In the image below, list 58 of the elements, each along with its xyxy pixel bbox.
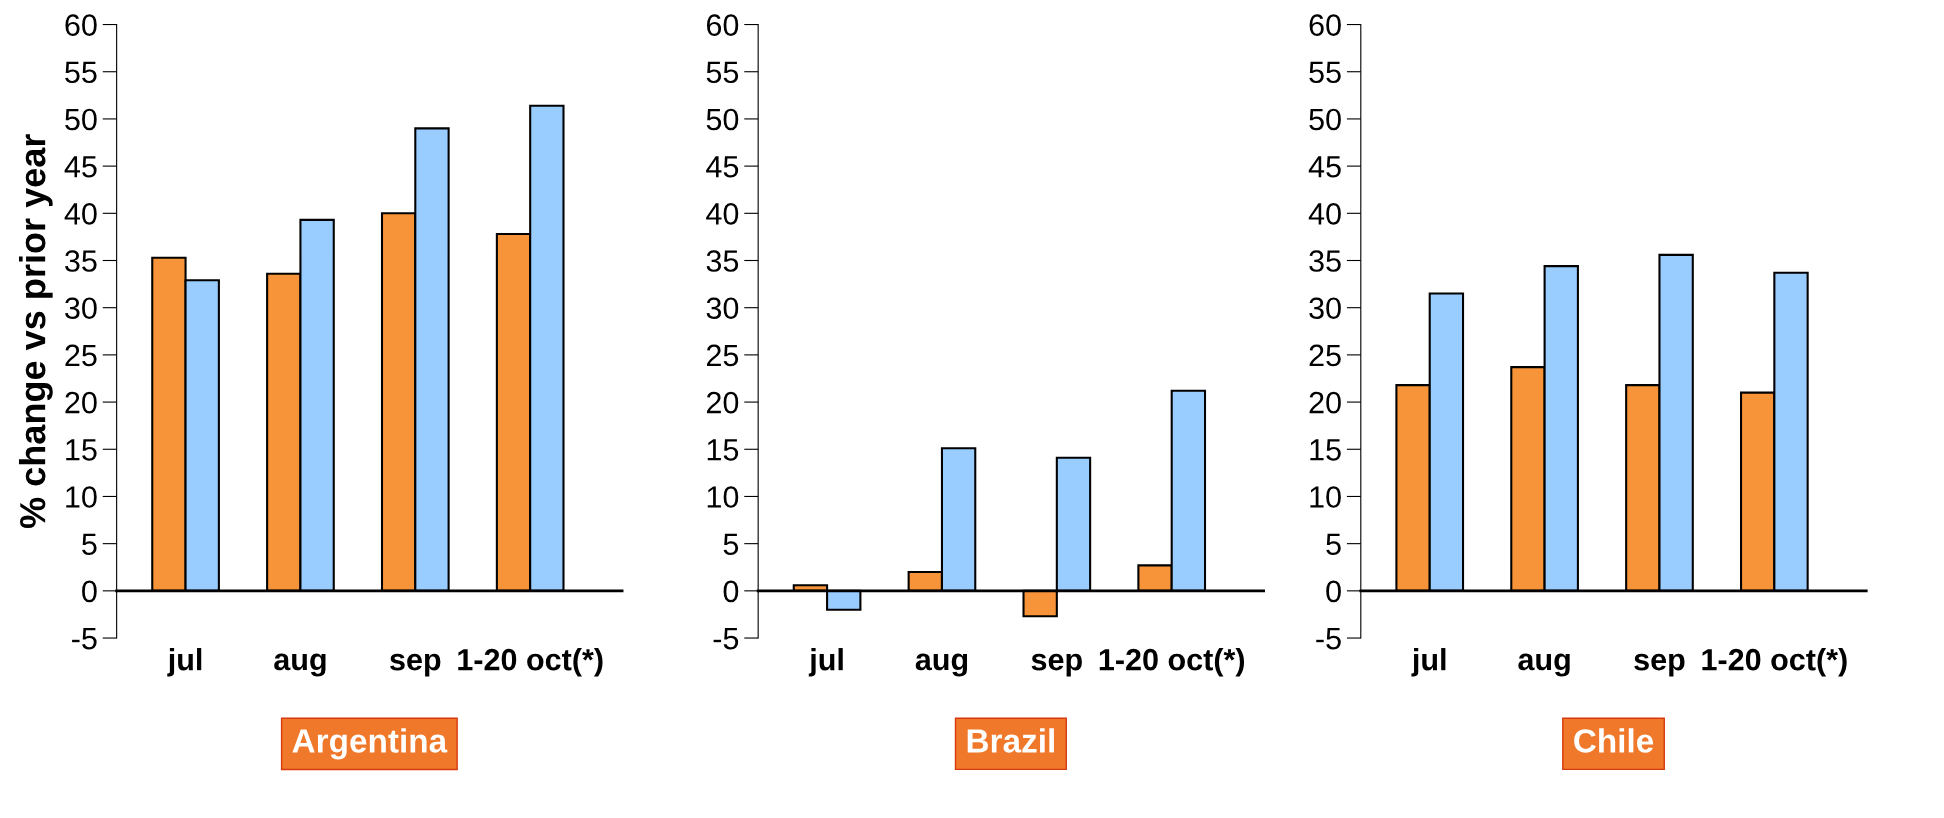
y-tick-label: 25 xyxy=(706,344,739,367)
y-tick-label: 20 xyxy=(1309,391,1341,414)
x-tick-label: jul xyxy=(1411,648,1446,677)
y-tick-label: 50 xyxy=(706,108,739,131)
y-tick-label: 60 xyxy=(706,14,739,36)
y-tick-label: 5 xyxy=(82,533,97,556)
y-tick-label: 60 xyxy=(1309,14,1341,36)
y-tick-label: 40 xyxy=(64,203,97,225)
y-tick-label: 35 xyxy=(1309,250,1341,272)
y-tick-label: 10 xyxy=(1310,486,1341,508)
y-tick-label: 5 xyxy=(723,533,739,556)
y-tick-label: 25 xyxy=(1309,344,1341,367)
x-tick-label: sep xyxy=(390,653,441,677)
x-tick-label: jul xyxy=(167,648,202,677)
x-tick-label: sep xyxy=(1031,653,1082,677)
y-tick-label: 45 xyxy=(706,156,739,178)
y-tick-label: 25 xyxy=(65,344,97,367)
x-tick-label: aug xyxy=(274,653,326,677)
y-tick-label: 15 xyxy=(66,439,97,461)
y-tick-label: 20 xyxy=(65,391,97,414)
y-tick-label: 0 xyxy=(723,580,739,603)
y-tick-label: 45 xyxy=(1308,156,1341,178)
y-tick-label: 30 xyxy=(706,297,739,320)
y-tick-label: -5 xyxy=(713,628,739,650)
y-tick-label: 60 xyxy=(65,14,97,36)
x-tick-label: sep xyxy=(1634,653,1685,677)
y-tick-label: 15 xyxy=(707,439,739,461)
text: Argentina xyxy=(292,728,448,760)
y-tick-label: 35 xyxy=(706,250,739,272)
x-tick-label: 1-20 oct(*) xyxy=(1099,648,1245,677)
y-tick-label: 45 xyxy=(64,156,97,178)
y-tick-label: 30 xyxy=(65,297,97,320)
y-tick-label: 20 xyxy=(706,391,739,414)
y-tick-label: 40 xyxy=(1308,203,1341,225)
y-tick-label: 5 xyxy=(1326,533,1341,556)
y-tick-label: 50 xyxy=(1309,108,1341,131)
x-tick-label: 1-20 oct(*) xyxy=(458,648,603,677)
x-tick-label: 1-20 oct(*) xyxy=(1702,648,1847,677)
y-tick-label: 10 xyxy=(66,486,97,508)
text: Chile xyxy=(1574,728,1654,753)
y-tick-label: 50 xyxy=(65,108,97,131)
y-tick-label: -5 xyxy=(1316,628,1341,650)
x-tick-label: aug xyxy=(915,653,968,677)
y-tick-label: 55 xyxy=(65,61,97,84)
y-tick-label: 0 xyxy=(1326,580,1341,603)
y-tick-label: 55 xyxy=(706,61,739,84)
y-axis-title: % change vs prior year xyxy=(18,134,53,529)
y-tick-label: 0 xyxy=(82,580,97,603)
y-tick-label: 30 xyxy=(1309,297,1341,320)
y-tick-label: 35 xyxy=(65,250,97,272)
y-tick-label: 40 xyxy=(706,203,739,225)
y-tick-label: 10 xyxy=(707,486,739,508)
text: Brazil xyxy=(967,728,1054,753)
x-tick-label: aug xyxy=(1518,653,1570,677)
y-tick-label: -5 xyxy=(72,628,97,650)
y-tick-label: 15 xyxy=(1310,439,1341,461)
y-tick-label: 55 xyxy=(1309,61,1341,84)
x-tick-label: jul xyxy=(808,648,843,677)
